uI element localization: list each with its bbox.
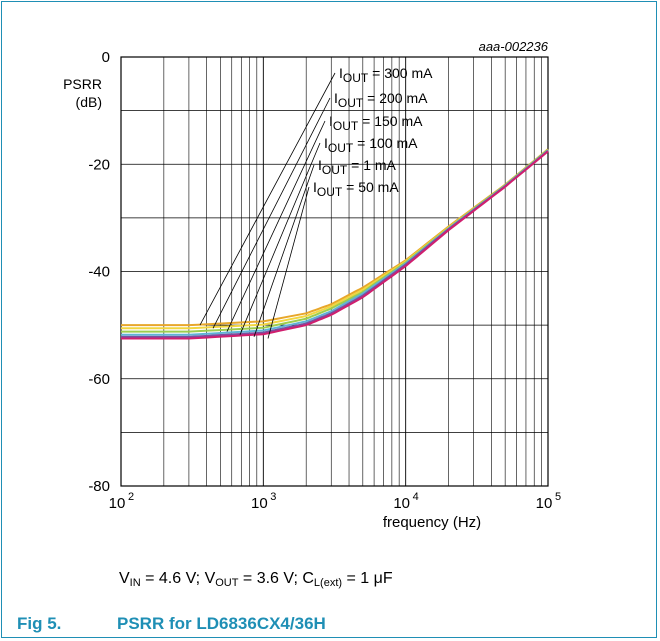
series-label-prefix: I (329, 113, 333, 129)
y-tick-labels: 0 -20 -40 -60 -80 (88, 49, 110, 495)
xlabel: frequency (Hz) (383, 514, 481, 531)
chart-grid (121, 57, 548, 486)
series-label-value: = 150 mA (358, 113, 423, 129)
series-line (121, 150, 549, 340)
series-label-prefix: I (334, 90, 338, 106)
series-label-value: = 100 mA (353, 135, 418, 151)
series-label-subscript: OUT (338, 96, 364, 110)
series-lines (121, 148, 549, 340)
figure-title: PSRR for LD6836CX4/36H (117, 614, 326, 633)
figure-caption: Fig 5. PSRR for LD6836CX4/36H (17, 614, 326, 634)
x-tick-labels: 10 2 10 3 10 4 10 5 (109, 491, 561, 512)
plot-area-border (120, 56, 549, 487)
series-label-subscript: OUT (333, 119, 359, 133)
series-label: IOUT = 100 mA (324, 135, 418, 155)
series-label-value: = 1 mA (347, 157, 396, 173)
series-label-value: = 50 mA (342, 179, 399, 195)
cl-value: = 1 μF (342, 570, 393, 587)
label-leader-line (212, 97, 331, 329)
series-label: IOUT = 1 mA (318, 157, 397, 177)
cl-subscript: L(ext) (313, 577, 343, 589)
series-label-subscript: OUT (328, 141, 354, 155)
series-label-subscript: OUT (343, 71, 369, 85)
vin-subscript: IN (129, 577, 141, 589)
x-tick-label: 10 (393, 495, 410, 512)
vout-value: = 3.6 V; (238, 570, 303, 587)
y-tick-label: -20 (88, 156, 110, 173)
label-leader-line (267, 186, 310, 339)
series-label-value: = 200 mA (363, 90, 428, 106)
label-leader-line (239, 142, 321, 335)
vin-value: = 4.6 V; (140, 570, 205, 587)
series-label: IOUT = 50 mA (313, 179, 399, 199)
test-conditions: VIN = 4.6 V; VOUT = 3.6 V; CL(ext) = 1 μ… (119, 570, 393, 589)
y-tick-label: -80 (88, 478, 110, 495)
label-leader-line (253, 164, 315, 338)
cl-symbol: C (302, 570, 314, 587)
series-label: IOUT = 300 mA (339, 65, 433, 85)
y-tick-label: -60 (88, 371, 110, 388)
series-label-prefix: I (324, 135, 328, 151)
x-tick-exponent: 2 (128, 491, 134, 503)
series-label-prefix: I (339, 65, 343, 81)
label-leader-line (199, 72, 336, 326)
series-label-value: = 300 mA (368, 65, 433, 81)
series-label-subscript: OUT (322, 163, 348, 177)
series-label-prefix: I (318, 157, 322, 173)
x-tick-exponent: 5 (555, 491, 561, 503)
ylabel-line2: (dB) (76, 94, 102, 110)
chart-id-label: aaa-002236 (479, 39, 549, 54)
vout-symbol: V (204, 570, 216, 587)
vin-symbol: V (119, 570, 130, 587)
label-leaders (199, 72, 336, 339)
vout-subscript: OUT (215, 577, 239, 589)
x-tick-exponent: 3 (270, 491, 276, 503)
x-tick-label: 10 (109, 495, 126, 512)
y-tick-label: 0 (102, 49, 110, 66)
series-label: IOUT = 200 mA (334, 90, 428, 110)
ylabel-line1: PSRR (63, 76, 102, 92)
label-leader-line (226, 120, 326, 332)
series-label-prefix: I (313, 179, 317, 195)
series-label: IOUT = 150 mA (329, 113, 423, 133)
y-tick-label: -40 (88, 264, 110, 281)
figure-number: Fig 5. (17, 614, 62, 633)
x-tick-label: 10 (251, 495, 268, 512)
x-tick-label: 10 (536, 495, 553, 512)
series-label-subscript: OUT (317, 185, 343, 199)
x-tick-exponent: 4 (413, 491, 419, 503)
